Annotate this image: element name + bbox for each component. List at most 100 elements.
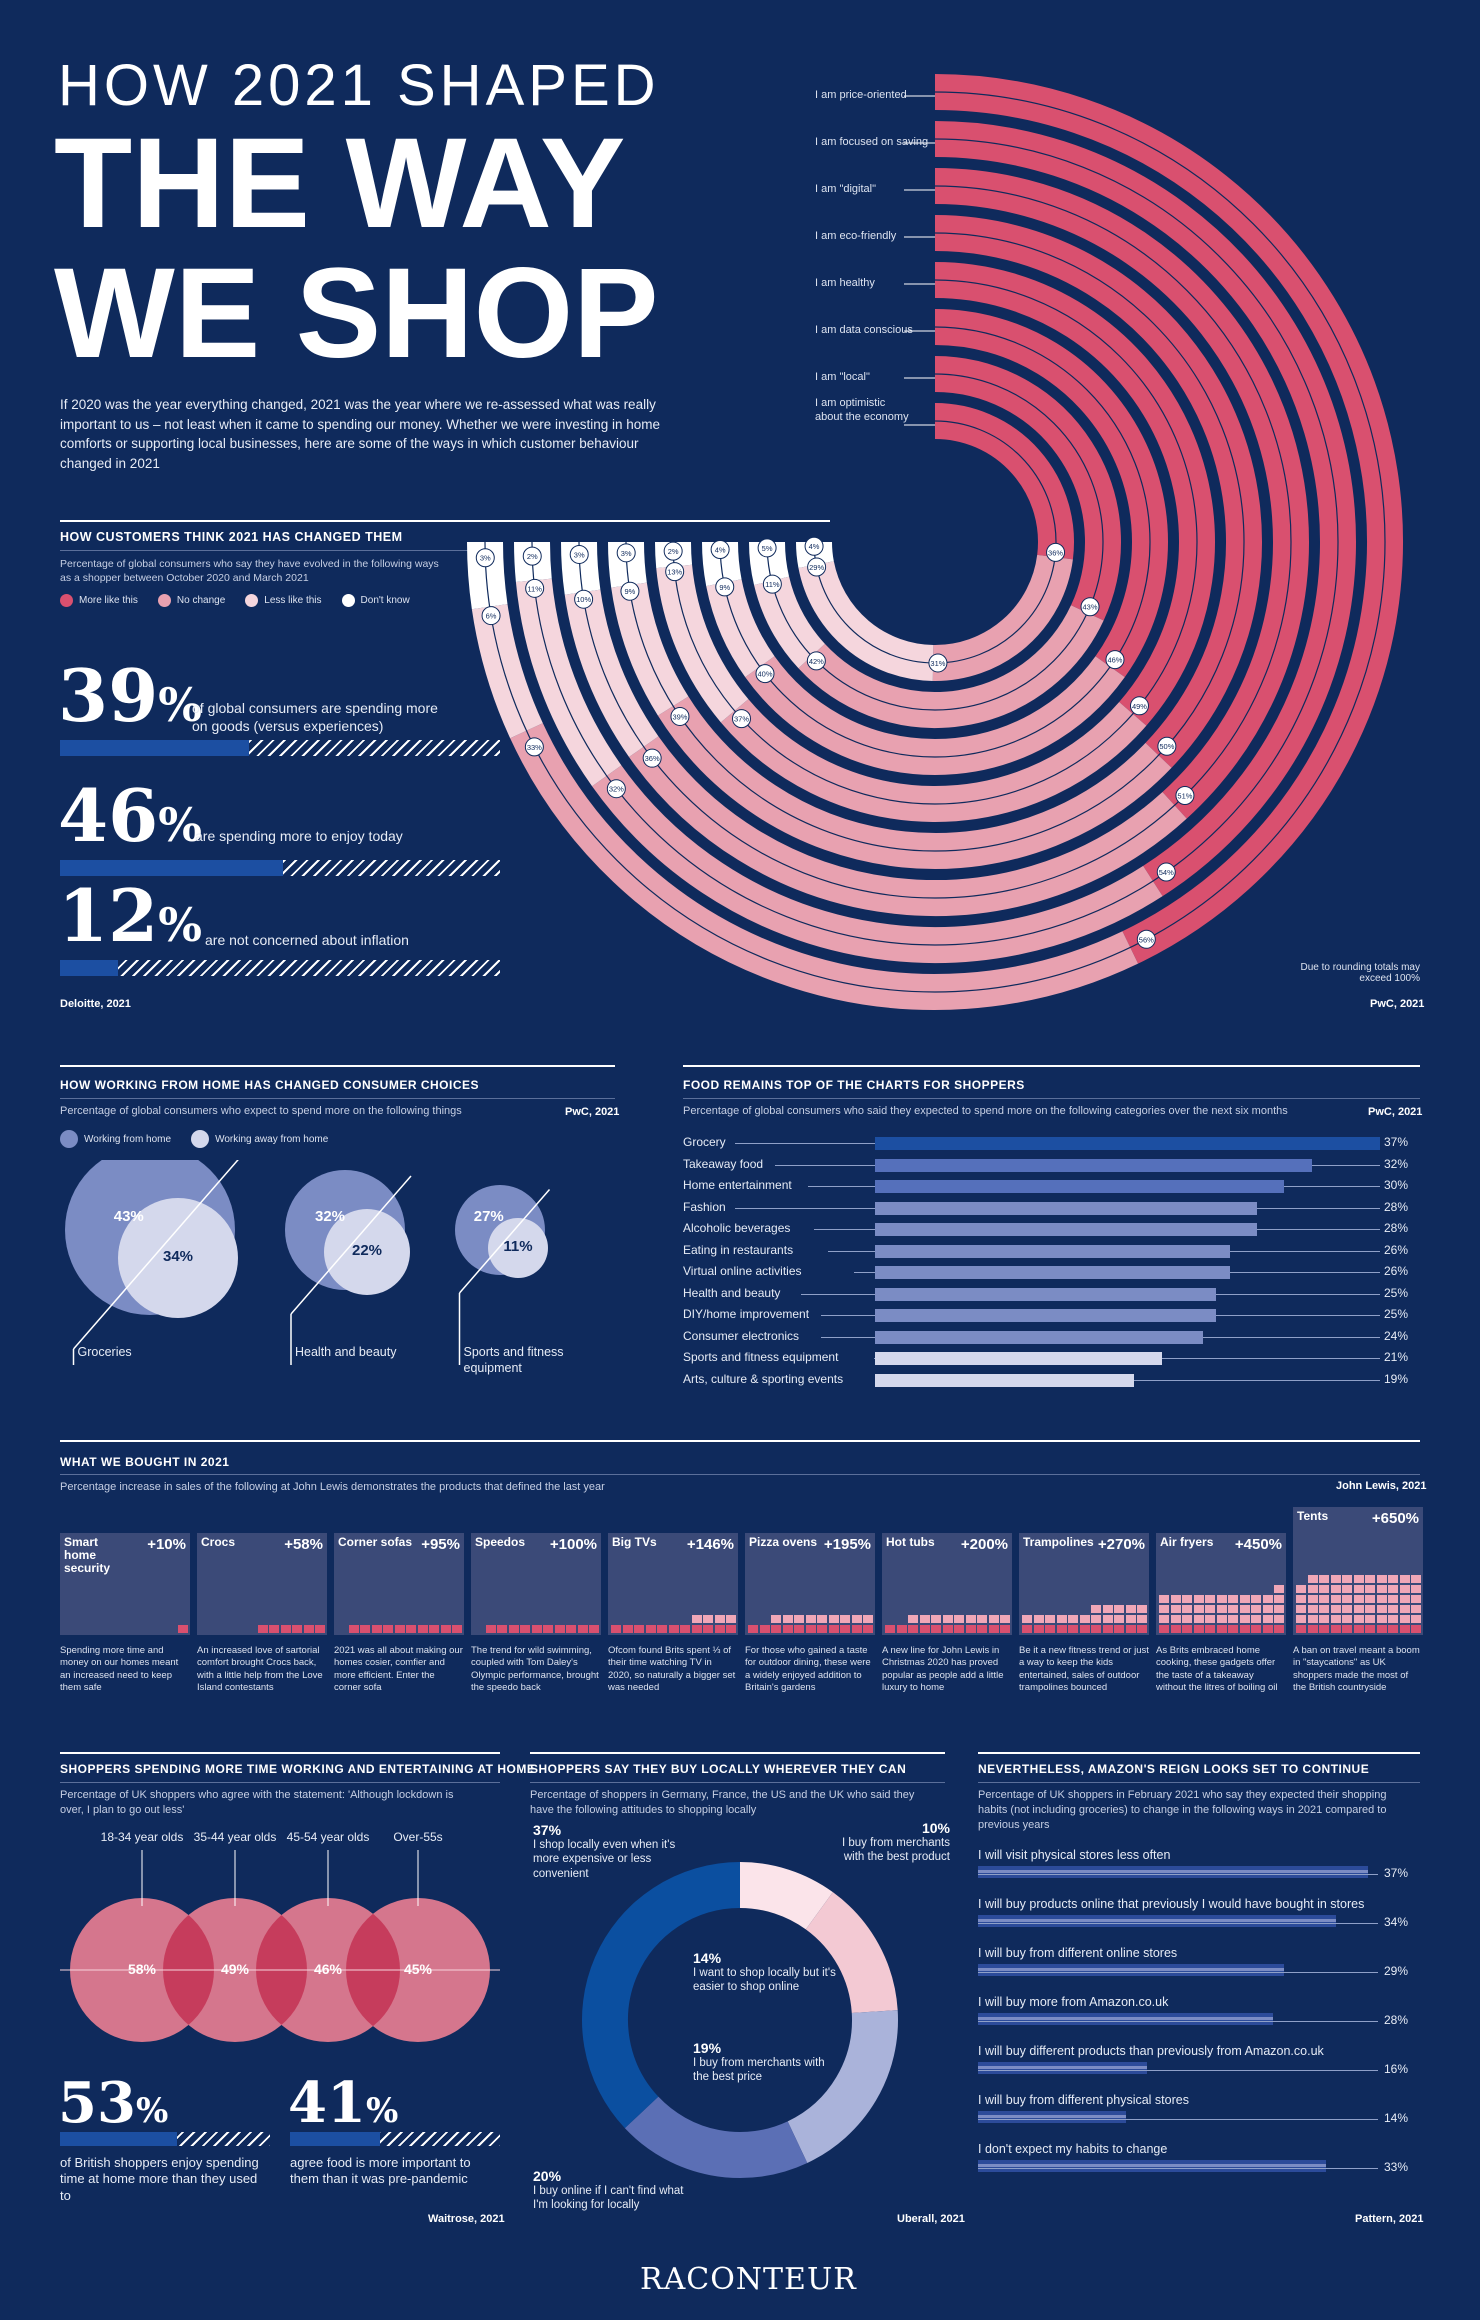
amazon-value: 37% (1384, 1866, 1409, 1880)
jl-cell (1319, 1614, 1329, 1623)
stat-value: 46% (58, 780, 202, 852)
jl-cell (703, 1624, 713, 1633)
jl-cell (1170, 1624, 1181, 1633)
jl-cell (1193, 1624, 1204, 1633)
food-value: 28% (1384, 1221, 1409, 1235)
amazon-bar-hi (978, 1870, 1368, 1873)
jl-cell (645, 1624, 656, 1633)
ring-seg-less (471, 603, 543, 739)
ring-value-label: 36% (645, 754, 660, 763)
food-value: 25% (1384, 1285, 1409, 1300)
jl-value: +10% (147, 1536, 186, 1553)
food-label: Arts, culture & sporting events (683, 1371, 844, 1386)
amazon-leader (978, 2070, 1378, 2071)
jl-card: Air fryers +450% (1156, 1533, 1286, 1635)
ring-value-bubble (665, 562, 685, 582)
ring-label: I am "digital" (815, 183, 876, 195)
jl-cell (1399, 1614, 1410, 1623)
venn-overlap (256, 1898, 307, 2042)
food-bar (875, 1180, 1285, 1193)
jl-cell (1319, 1584, 1329, 1593)
jl-cell (1114, 1624, 1124, 1633)
jl-cell (817, 1624, 827, 1633)
jl-cell (1079, 1624, 1090, 1633)
legend-dk-swatch (341, 594, 355, 607)
jl-cell (1205, 1614, 1215, 1623)
ring-value-label: 4% (809, 542, 820, 551)
jl-cell (1388, 1604, 1398, 1613)
jl-grid (884, 1557, 1010, 1633)
food-label: Sports and fitness equipment (683, 1350, 839, 1364)
wfh-item-label: Health and beauty (295, 1345, 397, 1359)
jl-cell (1353, 1614, 1364, 1623)
ring-seg-less (798, 560, 934, 681)
jl-cell (280, 1624, 291, 1633)
jl-cell (1376, 1604, 1387, 1613)
jl-cell (611, 1624, 621, 1633)
wfh-home-value: 43% (113, 1208, 144, 1225)
jl-cell (1399, 1584, 1410, 1593)
jl-cell (1000, 1614, 1010, 1623)
ring-value-bubble (525, 578, 545, 598)
jl-card: Tents +650% (1293, 1507, 1423, 1635)
jl-cell (394, 1624, 405, 1633)
raconteur-logo: RACONTEUR (640, 2262, 857, 2297)
stat-number: 46 (58, 773, 159, 858)
ring-separator (531, 138, 1339, 946)
ring-value-label: 42% (809, 657, 824, 666)
food-bar (875, 1201, 1258, 1215)
jl-cell (1399, 1574, 1410, 1583)
food-value: 19% (1384, 1371, 1409, 1386)
jl-cell (1251, 1604, 1261, 1613)
wfh-home-value: 27% (473, 1208, 504, 1225)
ring-value-bubble (481, 606, 501, 626)
ring-seg-more (934, 403, 1074, 560)
stat-bar (290, 2132, 381, 2146)
jl-name: Speedos (475, 1535, 526, 1549)
ring-separator (719, 326, 1151, 758)
s7-subtitle: Percentage of UK shoppers in February 20… (978, 1789, 1387, 1831)
stat-number: 53 (58, 2070, 136, 2136)
stat-value: 12% (58, 880, 202, 952)
jl-cell (1205, 1604, 1215, 1613)
jl-cell (1274, 1614, 1284, 1623)
donut-segment (805, 1892, 898, 2014)
jl-cell (1251, 1614, 1261, 1623)
jl-cell (1239, 1604, 1250, 1613)
food-label: Alcoholic beverages (683, 1221, 791, 1235)
jl-cell (1193, 1614, 1204, 1623)
jl-description: A new line for John Lewis in Christmas 2… (882, 1645, 1004, 1694)
wfh-away-circle (324, 1209, 410, 1295)
jl-grid (336, 1557, 462, 1633)
legend-less-swatch (245, 594, 259, 607)
ring-seg-less (706, 578, 775, 678)
donut-label-block: 14% I want to shop locally but it's easie… (693, 1950, 863, 1995)
food-value: 24% (1384, 1328, 1409, 1343)
jl-cell (1307, 1614, 1318, 1623)
ring-value-label: 6% (486, 612, 497, 621)
ring-value-bubble (1046, 542, 1066, 562)
jl-cell (954, 1614, 964, 1623)
venn-group-label: 35-44 year olds (193, 1830, 277, 1844)
jl-description: An increased love of sartorial comfort b… (197, 1645, 323, 1694)
jl-cell (303, 1624, 314, 1633)
food-bar (875, 1287, 1217, 1301)
jl-cell (1137, 1624, 1147, 1633)
jl-cell (406, 1624, 416, 1633)
jl-cell (794, 1614, 804, 1623)
jl-cell (1159, 1604, 1169, 1613)
food-value: 26% (1384, 1264, 1409, 1278)
food-bar (875, 1330, 1203, 1344)
jl-cell (1411, 1594, 1421, 1603)
donut-pct: 20% (533, 2168, 562, 2184)
jl-value: +146% (686, 1536, 734, 1553)
ring-value-label: 56% (1139, 935, 1154, 944)
jl-cell (1056, 1624, 1067, 1633)
amazon-value: 29% (1384, 1964, 1409, 1978)
amazon-label: I will buy products online that previous… (978, 1897, 1365, 1911)
jl-cell (1399, 1624, 1410, 1633)
s2-legend: Working from home Working away from home (60, 1130, 328, 1148)
ring-value-bubble (1175, 786, 1195, 806)
ring-value-bubble (731, 709, 751, 729)
food-bar (875, 1223, 1258, 1236)
